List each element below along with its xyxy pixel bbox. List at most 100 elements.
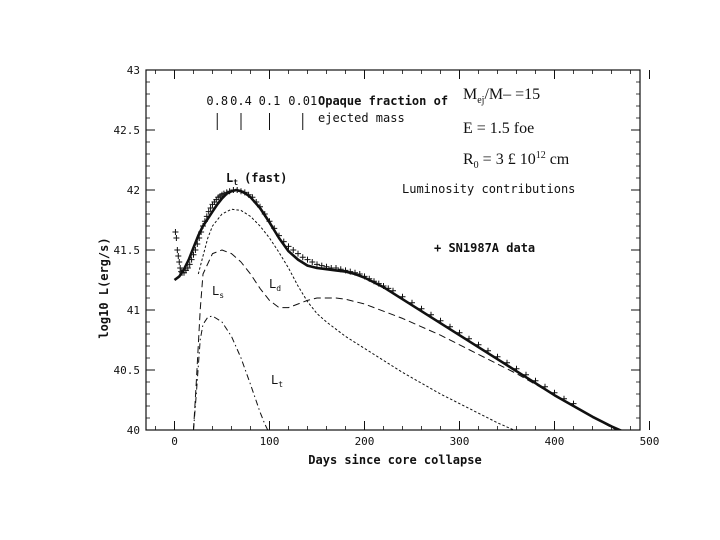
data-point-sn1987a	[361, 273, 368, 280]
data-point-sn1987a	[380, 283, 387, 289]
data-point-sn1987a	[198, 229, 205, 235]
data-point-sn1987a	[290, 247, 297, 253]
data-point-sn1987a	[333, 265, 339, 271]
data-point-sn1987a	[561, 395, 567, 402]
data-point-sn1987a	[314, 261, 320, 268]
series-label-lt: Lt	[271, 373, 283, 389]
data-point-sn1987a	[409, 299, 415, 306]
y-tick-label: 42	[127, 184, 140, 197]
data-point-sn1987a	[241, 189, 248, 196]
series-line-ld	[193, 249, 619, 430]
data-point-sn1987a	[190, 251, 197, 258]
data-point-sn1987a	[385, 285, 392, 292]
param-ejecta-mass: Mej/M– =15	[463, 86, 540, 106]
y-tick-label: 42.5	[114, 124, 141, 137]
param-radius: R0 = 3 £ 1012 cm	[463, 150, 570, 171]
data-point-sn1987a	[245, 191, 252, 198]
y-tick-label: 41	[127, 304, 140, 317]
data-point-sn1987a	[238, 188, 244, 195]
data-point-sn1987a	[253, 199, 260, 205]
data-point-sn1987a	[304, 256, 311, 263]
data-point-sn1987a	[174, 247, 181, 253]
data-point-sn1987a	[194, 241, 201, 247]
data-point-sn1987a	[352, 269, 358, 276]
data-point-sn1987a	[542, 383, 548, 390]
series-label-ls: Ls	[212, 284, 224, 300]
data-point-sn1987a	[205, 208, 212, 215]
data-point-sn1987a	[466, 335, 472, 342]
data-point-sn1987a	[200, 223, 206, 229]
data-point-sn1987a	[173, 235, 180, 241]
x-tick-label: 0	[171, 435, 178, 448]
data-point-sn1987a	[399, 293, 406, 300]
y-tick-label: 43	[127, 64, 140, 77]
data-point-sn1987a	[342, 267, 349, 274]
y-tick-label: 40.5	[114, 364, 141, 377]
data-point-sn1987a	[309, 259, 316, 265]
x-tick-label: 300	[450, 435, 470, 448]
y-tick-label: 40	[127, 424, 140, 437]
data-point-sn1987a	[428, 311, 434, 318]
data-point-sn1987a	[418, 305, 425, 312]
data-point-sn1987a	[207, 205, 214, 211]
data-point-sn1987a	[188, 256, 195, 263]
data-point-sn1987a	[485, 347, 491, 354]
data-point-sn1987a	[494, 353, 501, 360]
opaque-fraction-value: 0.1	[259, 94, 281, 108]
data-point-sn1987a	[437, 317, 444, 324]
data-point-sn1987a	[295, 250, 301, 257]
data-point-sn1987a	[192, 247, 199, 253]
param-energy: E = 1.5 foe	[463, 120, 534, 137]
data-point-sn1987a	[551, 389, 558, 396]
data-point-sn1987a	[177, 265, 184, 271]
data-point-sn1987a	[504, 359, 510, 366]
data-point-sn1987a	[249, 194, 256, 201]
data-point-sn1987a	[184, 265, 191, 271]
series-label-ld: Ld	[269, 277, 281, 293]
data-point-sn1987a	[280, 238, 287, 245]
data-point-sn1987a	[234, 187, 241, 193]
opaque-fraction-value: 0.01	[288, 94, 317, 108]
data-point-sn1987a	[475, 341, 482, 348]
series-line-lt-fast-	[173, 188, 623, 430]
data-point-sn1987a	[366, 275, 373, 282]
series-line-ls	[193, 315, 269, 430]
data-point-sn1987a	[570, 400, 577, 407]
data-point-sn1987a	[196, 235, 203, 241]
series-layer	[172, 187, 623, 430]
data-point-sn1987a	[201, 218, 208, 225]
data-point-sn1987a	[186, 261, 193, 268]
data-point-sn1987a	[172, 229, 179, 235]
data-point-sn1987a	[223, 189, 230, 196]
y-axis: 40 40.5 41 41.5 42 42.5 43	[114, 64, 640, 437]
data-point-sn1987a	[337, 266, 344, 273]
data-point-sn1987a	[257, 203, 263, 210]
data-point-sn1987a	[271, 225, 278, 232]
data-point-sn1987a	[266, 218, 273, 225]
data-point-sn1987a	[220, 190, 227, 197]
data-point-sn1987a	[261, 211, 268, 217]
data-point-sn1987a	[276, 232, 282, 239]
data-point-sn1987a	[447, 323, 453, 330]
opaque-fraction-value: 0.4	[230, 94, 252, 108]
opaque-fraction-label-line1: Opaque fraction of	[318, 94, 448, 108]
series-label-sn1987a: + SN1987A data	[434, 241, 535, 255]
x-tick-label: 400	[545, 435, 565, 448]
data-point-sn1987a	[456, 329, 463, 336]
data-point-sn1987a	[347, 268, 354, 275]
y-tick-label: 41.5	[114, 244, 141, 257]
x-tick-label: 100	[260, 435, 280, 448]
data-point-sn1987a	[523, 371, 529, 378]
opaque-fraction-markers: 0.8 0.4 0.1 0.01	[206, 94, 317, 130]
data-point-sn1987a	[203, 213, 210, 220]
data-point-sn1987a	[390, 287, 396, 294]
x-axis: 0 100 200 300 400 500	[155, 70, 659, 448]
data-point-sn1987a	[318, 262, 325, 269]
data-point-sn1987a	[285, 243, 292, 250]
data-point-sn1987a	[175, 253, 182, 259]
data-point-sn1987a	[371, 278, 377, 285]
legend-title: Luminosity contributions	[402, 182, 575, 196]
data-point-sn1987a	[178, 268, 185, 275]
opaque-fraction-label-line2: ejected mass	[318, 111, 405, 125]
